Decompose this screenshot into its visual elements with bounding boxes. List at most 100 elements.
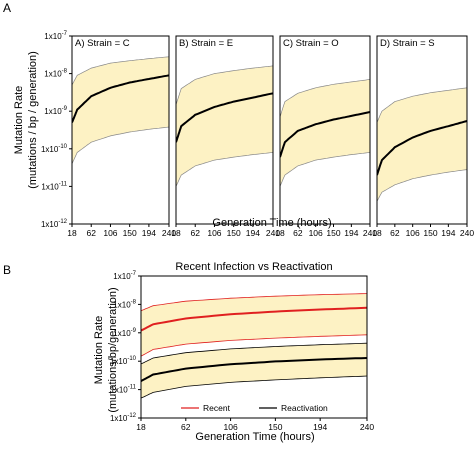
x-tick-label: 18	[136, 422, 146, 432]
chart-title: B) Strain = E	[179, 38, 233, 49]
y-tick-label: 1x10-12	[110, 413, 137, 423]
ci-lower-line	[72, 126, 169, 164]
chart-title: A) Strain = C	[75, 38, 130, 49]
mean-line	[377, 120, 467, 176]
y-tick-base: 1x10	[113, 300, 131, 309]
y-tick-label: 1x10-9	[113, 328, 136, 338]
y-tick-exponent: -11	[59, 181, 68, 187]
x-tick-label: 106	[103, 228, 117, 238]
chart-a1: A) Strain = C18 62 106 150 194 2401x10-71x10-…	[41, 31, 176, 238]
x-tick-label: 194	[313, 422, 327, 432]
legend-label-recent: Recent	[203, 403, 231, 413]
ci-band-reactivation	[141, 343, 367, 399]
y-tick-exponent: -10	[127, 356, 136, 362]
x-tick-label: 240	[162, 228, 176, 238]
ci-upper-line	[377, 87, 467, 123]
chart-a2: B) Strain = E 18 62 106 150 194 240	[171, 35, 280, 238]
y-tick-exponent: -12	[58, 219, 67, 225]
ci-band	[176, 65, 273, 187]
x-tick-label: 150	[423, 228, 437, 238]
x-tick-label: 62	[293, 228, 303, 238]
y-tick-label: 1x10-8	[44, 69, 67, 79]
y-tick-base: 1x10	[41, 145, 59, 154]
plot-area	[280, 79, 370, 187]
y-tick-label: 1x10-9	[44, 106, 67, 116]
y-tick-label: 1x10-7	[44, 31, 67, 41]
ci-upper-recent	[141, 293, 367, 312]
mean-line	[72, 74, 169, 123]
panel-label-a: A	[3, 1, 11, 15]
y-tick-label: 1x10-11	[110, 385, 136, 395]
b-y-label-line1: Mutation Rate	[93, 316, 105, 384]
x-tick-label: 150	[326, 228, 340, 238]
legend-label-reactivation: Reactivation	[281, 403, 328, 413]
x-tick-label: 62	[86, 228, 96, 238]
b-x-label: Generation Time (hours)	[195, 431, 314, 443]
mean-line	[176, 92, 273, 143]
y-tick-base: 1x10	[113, 272, 131, 281]
y-tick-label: 1x10-10	[41, 144, 68, 154]
x-tick-label: 240	[460, 228, 474, 238]
y-tick-exponent: -8	[131, 299, 137, 305]
series-line-recent	[141, 306, 367, 332]
b-y-label-line2: (mutations/bp/generation)	[107, 287, 119, 412]
ci-lower-line	[377, 169, 467, 202]
x-tick-label: 18	[67, 228, 77, 238]
x-tick-label: 150	[227, 228, 241, 238]
y-tick-base: 1x10	[44, 32, 62, 41]
y-tick-exponent: -7	[131, 271, 137, 277]
plot-area	[377, 87, 467, 202]
series-line-reactivation	[141, 357, 367, 382]
x-tick-label: 106	[223, 422, 237, 432]
x-tick-label: 62	[390, 228, 400, 238]
ci-upper-line	[280, 79, 370, 118]
x-tick-label: 106	[207, 228, 221, 238]
x-tick-label: 62	[181, 422, 191, 432]
y-tick-base: 1x10	[41, 220, 59, 229]
y-tick-base: 1x10	[110, 357, 128, 366]
y-tick-exponent: -10	[58, 144, 67, 150]
y-tick-base: 1x10	[41, 182, 59, 191]
a-y-label-line1: Mutation Rate	[13, 86, 25, 154]
chart-b: Recent Infection vs Reactivation 18 62 106 1…	[110, 261, 374, 432]
a-y-label-line2: (mutations / bp / generation)	[27, 51, 39, 189]
plot-frame	[279, 35, 371, 225]
ci-lower-recent	[141, 334, 367, 357]
a-x-label: Generation Time (hours)	[212, 217, 331, 229]
x-tick-label: 194	[142, 228, 156, 238]
y-tick-base: 1x10	[113, 329, 131, 338]
ci-upper-reactivation	[141, 342, 367, 365]
ci-upper-line	[176, 65, 273, 105]
chart-title: Recent Infection vs Reactivation	[175, 261, 332, 273]
x-tick-label: 106	[406, 228, 420, 238]
y-tick-label: 1x10-10	[110, 356, 137, 366]
x-tick-label: 150	[268, 422, 282, 432]
y-tick-exponent: -7	[62, 31, 68, 37]
x-tick-label: 194	[344, 228, 358, 238]
x-tick-label: 18	[372, 228, 382, 238]
ci-band	[72, 56, 169, 164]
x-tick-label: 240	[363, 228, 377, 238]
plot-area	[141, 293, 367, 399]
y-tick-exponent: -9	[131, 328, 137, 334]
y-tick-label: 1x10-11	[41, 181, 67, 191]
x-tick-label: 106	[309, 228, 323, 238]
plot-frame	[140, 275, 368, 419]
plot-frame	[376, 35, 468, 225]
panel-label-b: B	[3, 263, 11, 277]
chart-a3: C) Strain = O 18 62 106 150 194 240	[275, 35, 377, 238]
chart-title: D) Strain = S	[380, 38, 435, 49]
y-tick-base: 1x10	[110, 386, 128, 395]
y-tick-label: 1x10-12	[41, 219, 68, 229]
y-tick-base: 1x10	[110, 414, 128, 423]
chart-title: C) Strain = O	[283, 38, 339, 49]
plot-area	[72, 56, 169, 164]
ci-lower-line	[280, 152, 370, 187]
ci-upper-line	[72, 56, 169, 86]
x-tick-label: 150	[123, 228, 137, 238]
x-tick-label: 194	[441, 228, 455, 238]
x-tick-label: 62	[190, 228, 200, 238]
chart-a4: D) Strain = S 18 62 106 150 194 240	[372, 35, 474, 238]
y-tick-exponent: -9	[62, 106, 68, 112]
